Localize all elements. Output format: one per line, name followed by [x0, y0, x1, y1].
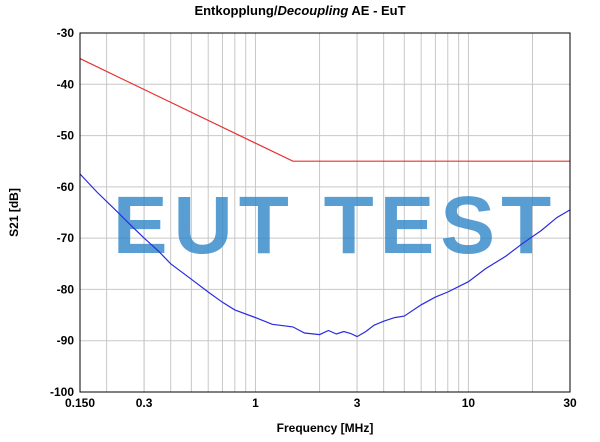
- x-axis-label: Frequency [MHz]: [277, 421, 374, 435]
- x-tick-label: 1: [252, 396, 259, 410]
- x-tick-label: 0.3: [136, 396, 153, 410]
- y-tick-label: -50: [57, 129, 75, 143]
- grid: [80, 32, 571, 393]
- chart-title: Entkopplung/Decoupling AE - EuT: [194, 3, 406, 18]
- y-tick-labels: -30 -40 -50 -60 -70 -80 -90 -100: [50, 26, 74, 399]
- x-tick-label: 30: [563, 396, 577, 410]
- x-tick-label: 3: [354, 396, 361, 410]
- y-axis-label: S21 [dB]: [7, 188, 21, 237]
- y-tick-label: -80: [57, 282, 75, 296]
- plot-frame: [79, 32, 571, 393]
- y-tick-label: -30: [57, 26, 75, 40]
- y-tick-label: -100: [50, 385, 74, 399]
- series-line-2: [79, 173, 571, 338]
- watermark-text: EUT TEST: [113, 180, 557, 271]
- y-tick-label: -70: [57, 231, 75, 245]
- y-tick-label: -40: [57, 77, 75, 91]
- y-tick-label: -90: [57, 334, 75, 348]
- watermark: EUT TEST: [113, 180, 557, 271]
- y-tick-label: -60: [57, 180, 75, 194]
- series-line-1: [79, 58, 570, 162]
- x-tick-label: 0.150: [65, 396, 95, 410]
- x-tick-labels: 0.150 0.3 1 3 10 30: [65, 396, 577, 410]
- series-lines: [79, 58, 571, 338]
- x-tick-label: 10: [462, 396, 476, 410]
